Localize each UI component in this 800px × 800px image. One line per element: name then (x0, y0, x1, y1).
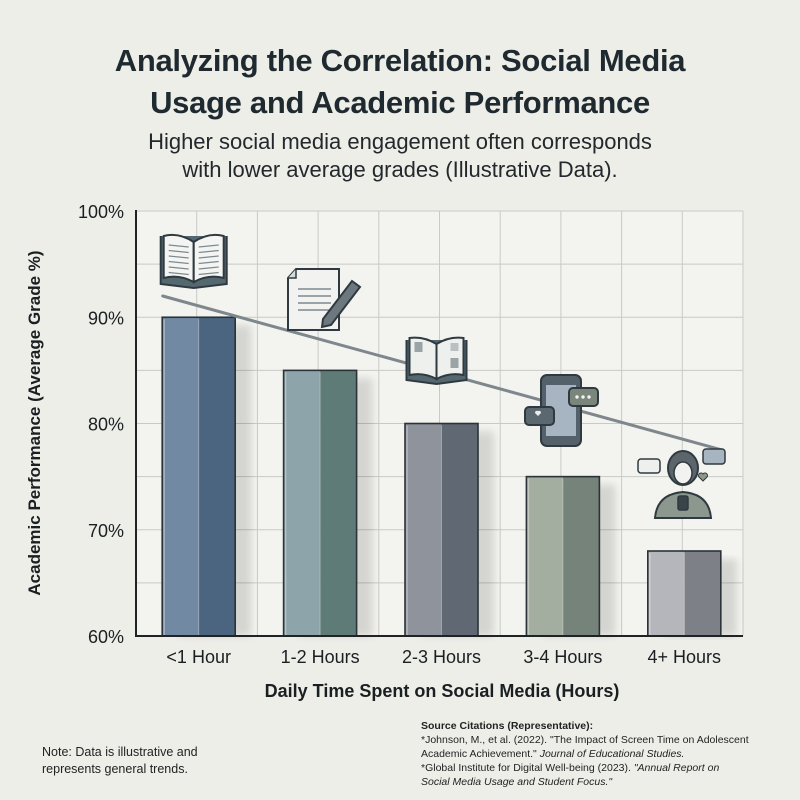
bar-dark-half (320, 370, 357, 636)
bar-dark-half (562, 476, 600, 636)
x-tick-label: <1 Hour (166, 647, 231, 667)
x-axis-label: Daily Time Spent on Social Media (Hours) (265, 681, 620, 701)
chart-title-line1: Analyzing the Correlation: Social Media (114, 43, 686, 78)
bar (404, 422, 479, 637)
source-2-title-a: "Annual Report on (633, 762, 720, 774)
footnote-line1: Note: Data is illustrative and (42, 745, 198, 759)
x-tick-label: 3-4 Hours (523, 647, 602, 667)
source-1-line2: Academic Achievement." Journal of Educat… (421, 747, 749, 761)
source-2-title-b: Social Media Usage and Student Focus." (421, 776, 613, 788)
source-1-line1: *Johnson, M., et al. (2022). "The Impact… (421, 734, 749, 746)
bar-light-half (647, 551, 685, 636)
source-2-line2: Social Media Usage and Student Focus." (421, 775, 749, 789)
bar (646, 550, 722, 637)
bar (282, 369, 358, 637)
y-tick-label: 70% (88, 521, 124, 541)
open-book-icon (159, 233, 228, 290)
y-axis-label: Academic Performance (Average Grade %) (25, 250, 44, 595)
axes (135, 210, 743, 637)
x-tick-label: 4+ Hours (648, 647, 722, 667)
chart-subtitle-line2: with lower average grades (Illustrative … (182, 157, 618, 182)
y-tick-label: 80% (88, 415, 124, 435)
source-citations: Source Citations (Representative): *John… (421, 719, 749, 789)
bar-dark-half (684, 551, 721, 636)
y-tick-label: 100% (78, 202, 124, 222)
icons (159, 233, 726, 519)
chart-subtitle: Higher social media engagement often cor… (0, 128, 800, 184)
bar-dark-half (441, 423, 478, 636)
footnote-line2: represents general trends. (42, 762, 188, 776)
x-tick-label: 2-3 Hours (402, 647, 481, 667)
bar (161, 316, 236, 637)
source-1-title: Academic Achievement." (421, 748, 540, 760)
chart-subtitle-line1: Higher social media engagement often cor… (148, 129, 652, 154)
person-phone-icon (637, 448, 726, 519)
source-1-journal: Journal of Educational Studies. (539, 748, 685, 760)
bar-dark-half (198, 317, 236, 636)
document-pencil-icon (287, 268, 362, 331)
y-tick-label: 60% (88, 627, 124, 647)
bar-light-half (405, 423, 442, 636)
source-2-org: *Global Institute for Digital Well-being… (421, 762, 634, 774)
y-tick-label: 90% (88, 308, 124, 328)
magazine-icon (405, 336, 468, 386)
bar-light-half (283, 370, 321, 636)
phone-chat-icon (524, 374, 599, 447)
bar-light-half (162, 317, 199, 636)
source-2-line1: *Global Institute for Digital Well-being… (421, 761, 749, 775)
sources-header: Source Citations (Representative): (421, 720, 594, 732)
bar-light-half (526, 476, 563, 636)
chart-title-line2: Usage and Academic Performance (150, 85, 650, 120)
x-tick-label: 1-2 Hours (281, 647, 360, 667)
chart-title: Analyzing the Correlation: Social Media … (0, 40, 800, 124)
y-tick-labels: 60% 70% 80% 90% 100% (78, 202, 124, 647)
footnote: Note: Data is illustrative and represent… (42, 744, 198, 778)
bar (525, 475, 601, 637)
x-tick-labels: <1 Hour 1-2 Hours 2-3 Hours 3-4 Hours 4+ Hou… (166, 647, 721, 667)
bars (161, 316, 722, 637)
